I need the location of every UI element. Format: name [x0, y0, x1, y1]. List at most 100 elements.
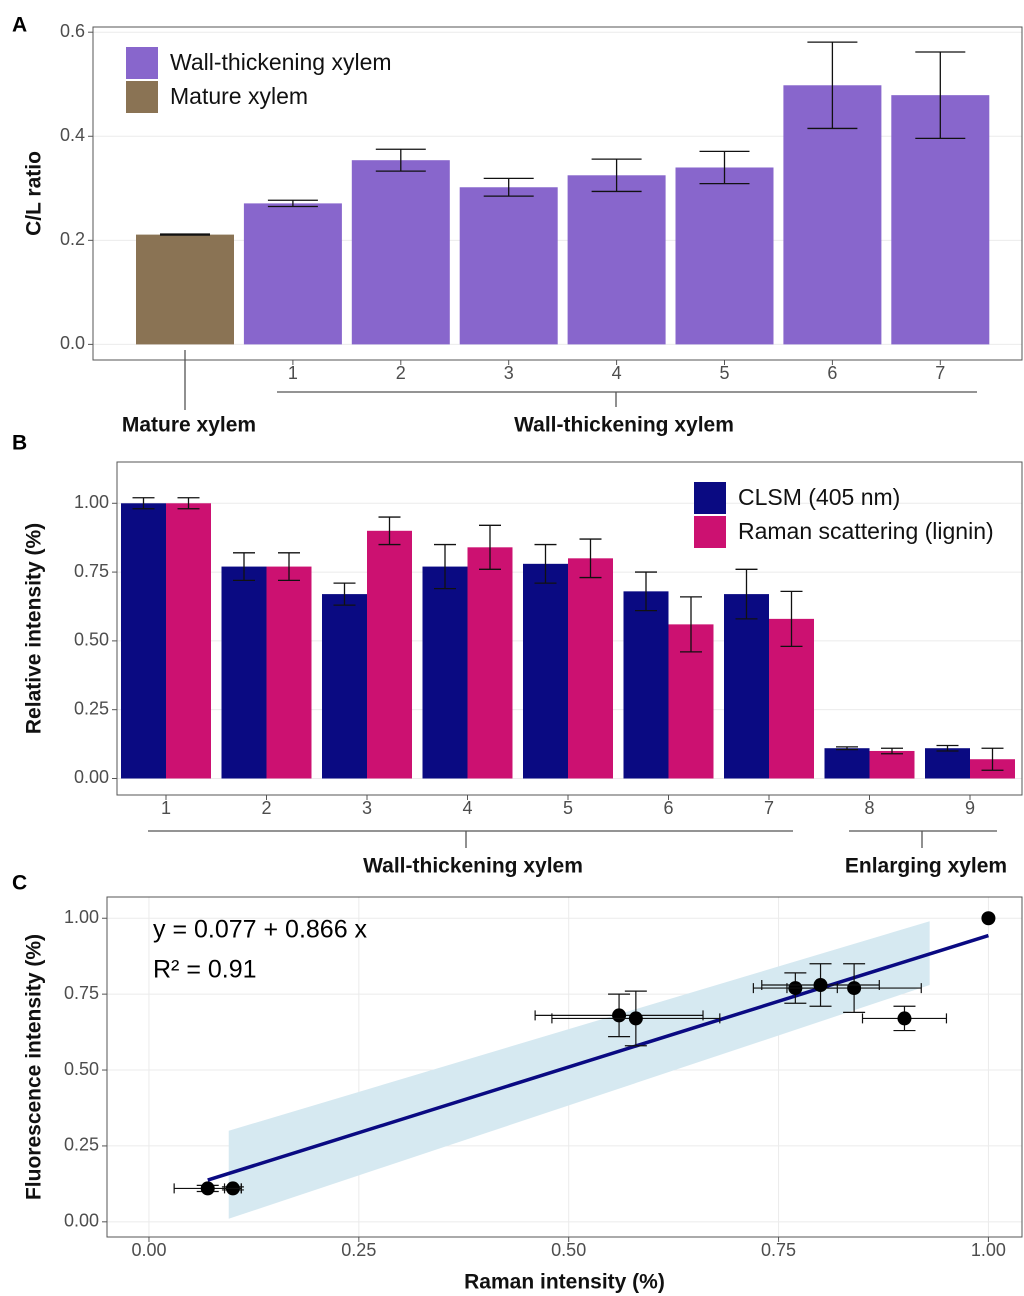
point	[897, 1011, 912, 1026]
group-label: Mature xylem	[122, 414, 256, 437]
x-tick-label: 3	[504, 363, 514, 383]
x-axis-title: Raman intensity (%)	[464, 1271, 665, 1294]
legend-label: CLSM (405 nm)	[738, 484, 900, 510]
group-bracket	[277, 391, 977, 407]
bar	[568, 558, 613, 779]
bar	[467, 547, 513, 779]
error-bar	[378, 516, 401, 546]
error-bar	[434, 543, 456, 590]
point	[847, 981, 862, 996]
group-bracket	[849, 830, 997, 848]
point	[200, 1181, 215, 1196]
error-bar	[160, 233, 210, 236]
error-bar	[780, 590, 803, 648]
plot-frame	[92, 26, 1023, 361]
legend-swatch	[126, 81, 158, 113]
x-tick-label: 1	[288, 363, 298, 383]
x-tick-label: 6	[663, 798, 673, 818]
y-tick-label: 0.50	[64, 1059, 99, 1079]
bar	[459, 187, 558, 345]
y-tick-label: 1.00	[64, 907, 99, 927]
error-bar	[483, 177, 534, 197]
error-bar	[699, 150, 750, 185]
bar	[523, 563, 568, 779]
x-tick-label: 0.75	[761, 1240, 796, 1260]
x-tick-label: 6	[827, 363, 837, 383]
bar	[166, 503, 211, 779]
legend-label: Wall-thickening xylem	[170, 49, 392, 75]
y-tick-label: 0.25	[64, 1135, 99, 1155]
x-tick-label: 5	[719, 363, 729, 383]
y-tick-label: 0.50	[74, 630, 109, 650]
error-bar	[881, 747, 903, 755]
error-bar	[479, 524, 501, 570]
error-bar	[177, 497, 200, 510]
legend-swatch	[694, 516, 726, 548]
y-axis-title: Fluorescence intensity (%)	[23, 934, 46, 1200]
point	[813, 978, 828, 993]
bar	[221, 566, 267, 779]
y-tick-label: 0.25	[74, 698, 109, 718]
error-bar	[735, 568, 758, 620]
x-tick-label: 1	[161, 798, 171, 818]
group-bracket	[148, 830, 793, 848]
error-bar	[278, 552, 300, 581]
x-tick-label: 8	[864, 798, 874, 818]
error-bar	[375, 148, 426, 172]
point	[628, 1011, 643, 1026]
bar	[724, 594, 769, 779]
error-bar	[807, 41, 858, 130]
point	[981, 911, 996, 926]
x-tick-label: 4	[612, 363, 622, 383]
y-tick-label: 0.00	[64, 1211, 99, 1231]
panel-label: B	[12, 432, 27, 455]
error-bar	[534, 543, 557, 584]
x-tick-label: 0.00	[131, 1240, 166, 1260]
panel-label: A	[12, 14, 27, 37]
y-tick-label: 0.75	[74, 561, 109, 581]
x-tick-label: 7	[935, 363, 945, 383]
bar	[567, 175, 666, 345]
error-bar	[936, 744, 959, 752]
bar	[121, 503, 166, 779]
group-label: Wall-thickening xylem	[514, 414, 734, 437]
x-tick-label: 2	[261, 798, 271, 818]
bar	[322, 594, 367, 779]
bar	[243, 203, 342, 345]
x-tick-label: 2	[396, 363, 406, 383]
x-tick-label: 0.50	[551, 1240, 586, 1260]
legend-label: Raman scattering (lignin)	[738, 518, 994, 544]
y-tick-label: 0.75	[64, 983, 99, 1003]
confidence-band	[228, 921, 930, 1219]
x-tick-label: 3	[362, 798, 372, 818]
error-bar	[233, 552, 255, 581]
error-bar	[267, 199, 318, 208]
bar	[925, 748, 970, 779]
y-axis-title: C/L ratio	[23, 151, 46, 236]
bar	[869, 750, 915, 779]
x-tick-label: 0.25	[341, 1240, 376, 1260]
error-bar	[333, 582, 356, 606]
annotation: R² = 0.91	[153, 956, 257, 984]
group-label: Enlarging xylem	[845, 855, 1007, 878]
x-tick-label: 9	[965, 798, 975, 818]
x-tick-label: 1.00	[971, 1240, 1006, 1260]
panel-label: C	[12, 872, 27, 895]
fit-line	[207, 933, 989, 1182]
error-bar	[915, 51, 966, 139]
plot-frame	[116, 461, 1023, 796]
y-tick-label: 1.00	[74, 492, 109, 512]
plot-frame	[106, 896, 1023, 1238]
x-tick-label: 7	[764, 798, 774, 818]
bar	[824, 748, 870, 779]
legend-swatch	[694, 482, 726, 514]
bar	[623, 591, 669, 779]
y-tick-label: 0.0	[60, 333, 85, 353]
y-axis-title: Relative intensity (%)	[23, 523, 46, 734]
legend-swatch	[126, 47, 158, 79]
x-tick-label: 4	[462, 798, 472, 818]
bar	[367, 530, 412, 779]
error-bar	[132, 497, 155, 510]
error-bar	[836, 746, 858, 751]
error-bar	[981, 747, 1004, 771]
